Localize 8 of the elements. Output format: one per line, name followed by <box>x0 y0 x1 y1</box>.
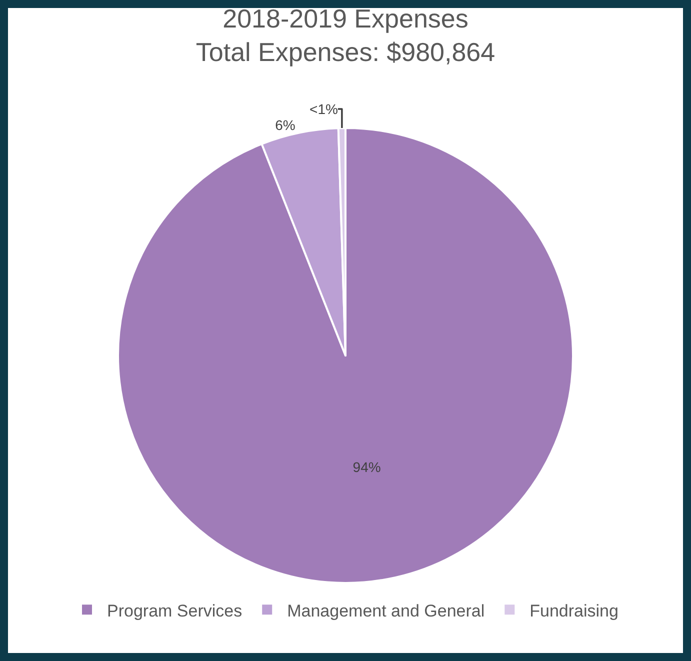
chart-subtitle: Total Expenses: $980,864 <box>196 37 496 68</box>
data-label: 94% <box>352 459 381 476</box>
chart-title: 2018-2019 Expenses <box>222 3 468 34</box>
data-label: <1% <box>310 101 338 118</box>
data-label: 6% <box>275 117 296 134</box>
legend-label: Fundraising <box>530 601 618 620</box>
legend-label: Program Services <box>107 601 242 620</box>
legend-label: Management and General <box>287 601 485 620</box>
